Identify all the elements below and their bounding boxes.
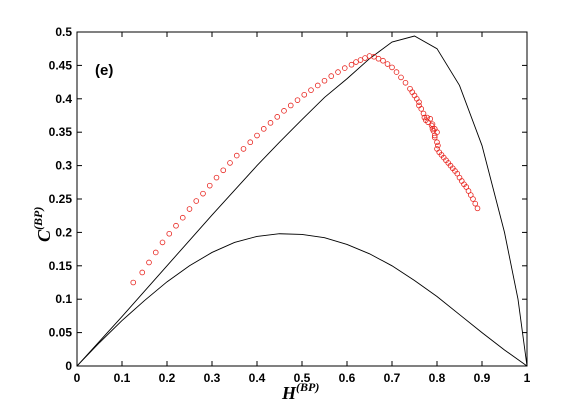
data-point: [179, 214, 186, 221]
data-point: [328, 73, 335, 79]
data-point: [267, 120, 274, 126]
data-point: [418, 106, 425, 112]
data-point: [427, 116, 434, 122]
data-point: [200, 190, 206, 197]
data-point: [159, 239, 166, 246]
data-point: [240, 146, 247, 152]
x-tick-label: 0.4: [249, 371, 266, 385]
x-tick-label: 0.5: [294, 371, 311, 385]
data-point: [384, 61, 391, 67]
x-axis-label: H(BP): [281, 380, 319, 403]
data-point: [294, 97, 301, 103]
data-point: [380, 57, 386, 64]
y-tick-label: 0.4: [55, 92, 72, 106]
y-tick-label: 0.5: [55, 25, 72, 39]
data-point: [435, 142, 441, 149]
data-point: [213, 174, 220, 181]
data-point: [402, 79, 409, 86]
data-point: [146, 259, 152, 266]
y-axis-label-main: C: [34, 229, 54, 242]
y-tick-label: 0.05: [49, 326, 73, 340]
data-point: [260, 126, 267, 132]
lower-boundary-curve: [76, 233, 528, 367]
y-tick-label: 0.25: [49, 192, 73, 206]
data-point: [206, 182, 213, 189]
data-point: [254, 132, 260, 139]
data-point: [366, 53, 373, 59]
data-point: [472, 200, 479, 207]
data-point: [389, 64, 395, 71]
data-point: [428, 122, 435, 129]
data-point: [474, 205, 481, 212]
data-point: [470, 196, 476, 202]
data-points: [130, 53, 481, 286]
data-point: [335, 69, 341, 75]
x-tick-label: 0.6: [339, 371, 356, 385]
data-point: [431, 134, 438, 141]
y-axis-label-sup: (BP): [31, 207, 45, 230]
data-point: [220, 167, 227, 174]
x-tick-label: 0.3: [204, 371, 221, 385]
data-point: [193, 198, 200, 204]
x-tick-label: 0.7: [384, 371, 401, 385]
data-point: [371, 53, 377, 60]
data-point: [152, 249, 159, 256]
upper-boundary-curve: [76, 35, 528, 367]
boundary-curves: [76, 35, 528, 367]
data-point: [233, 152, 240, 159]
data-point: [139, 269, 146, 276]
y-tick-label: 0.3: [55, 159, 72, 173]
data-point: [308, 87, 314, 93]
data-point: [301, 91, 308, 98]
y-tick-label: 0.2: [55, 225, 72, 239]
y-tick-label: 0.35: [49, 125, 73, 139]
x-tick-label: 0.2: [159, 371, 176, 385]
plot-frame: [76, 31, 528, 367]
data-point: [420, 110, 427, 117]
data-point: [274, 114, 281, 120]
y-tick-label: 0.15: [49, 259, 73, 273]
x-tick-label: 0: [74, 371, 81, 385]
data-point: [321, 77, 328, 84]
data-point: [357, 57, 364, 63]
data-point: [166, 230, 173, 237]
data-point: [173, 222, 179, 229]
data-point: [362, 55, 368, 61]
data-point: [393, 69, 400, 75]
data-point: [281, 108, 287, 114]
data-point: [430, 128, 437, 134]
panel-label: (e): [95, 62, 113, 79]
x-axis-ticks: 0 0.1 0.2 0.3 0.4 0.5 0.6 0.7 0.8 0.9 1: [74, 32, 531, 385]
x-tick-label: 0.9: [474, 371, 491, 385]
data-point: [227, 160, 233, 166]
x-axis-label-main: H: [281, 383, 297, 403]
data-point: [247, 139, 254, 146]
y-axis-label: C(BP): [31, 207, 54, 242]
x-tick-label: 0.1: [114, 371, 131, 385]
data-point: [353, 59, 359, 65]
x-tick-label: 0.8: [429, 371, 446, 385]
data-point: [287, 102, 294, 109]
data-point: [375, 55, 382, 62]
data-point: [130, 279, 137, 286]
x-axis-label-sup: (BP): [296, 380, 319, 394]
y-tick-label: 0.45: [49, 58, 73, 72]
data-point: [434, 139, 440, 146]
data-point: [186, 206, 193, 212]
data-point: [398, 74, 404, 81]
y-axis-ticks: 0 0.05 0.1 0.15 0.2 0.25 0.3 0.35 0.4 0.45 0.5: [49, 25, 527, 373]
data-point: [341, 65, 348, 71]
y-tick-label: 0.1: [55, 292, 72, 306]
data-point: [421, 114, 428, 121]
x-tick-label: 1: [524, 371, 531, 385]
data-point: [416, 99, 422, 105]
data-point: [348, 61, 355, 68]
data-point: [314, 82, 321, 89]
y-tick-label: 0: [65, 359, 72, 373]
